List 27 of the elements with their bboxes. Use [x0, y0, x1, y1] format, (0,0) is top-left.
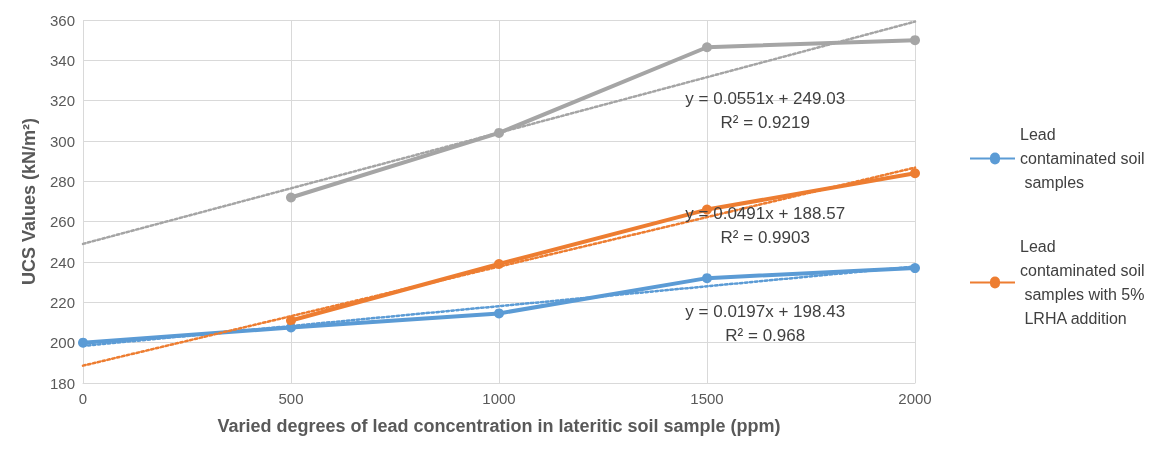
y-tick-label: 220	[49, 293, 75, 311]
legend-label: Lead contaminated soil samples with 5% LRHA addition	[1020, 238, 1145, 327]
y-axis-title: UCS Values (kN/m²)	[19, 117, 39, 286]
point	[702, 42, 712, 53]
point	[286, 192, 296, 203]
x-axis-title: Varied degrees of lead concentration in lateritic soil sample (ppm)	[217, 416, 781, 436]
y-tick-label: 340	[49, 51, 75, 69]
annotation: y = 0.0551x + 249.03 R² = 0.9219	[685, 89, 846, 133]
y-tick-label: 200	[49, 334, 75, 352]
y-tick-label: 240	[49, 253, 75, 271]
point	[910, 168, 920, 179]
y-tick-label: 260	[49, 213, 75, 231]
y-tick-label: 180	[49, 374, 75, 392]
x-tick-label: 500	[278, 390, 304, 407]
x-tick-label: 1000	[482, 390, 516, 407]
x-tick-label: 2000	[898, 390, 932, 407]
x-tick-label: 1500	[690, 390, 724, 407]
y-tick-label: 320	[49, 92, 75, 110]
point	[494, 308, 504, 319]
legend-label: Lead contaminated soil samples	[1020, 126, 1145, 191]
y-tick-label: 360	[49, 11, 75, 29]
annotation: y = 0.0197x + 198.43 R² = 0.968	[685, 301, 846, 345]
x-tick-label: 0	[78, 390, 88, 407]
y-tick-label: 300	[49, 132, 75, 150]
y-tick-label: 280	[49, 172, 75, 190]
point	[702, 273, 712, 284]
point	[910, 35, 920, 46]
